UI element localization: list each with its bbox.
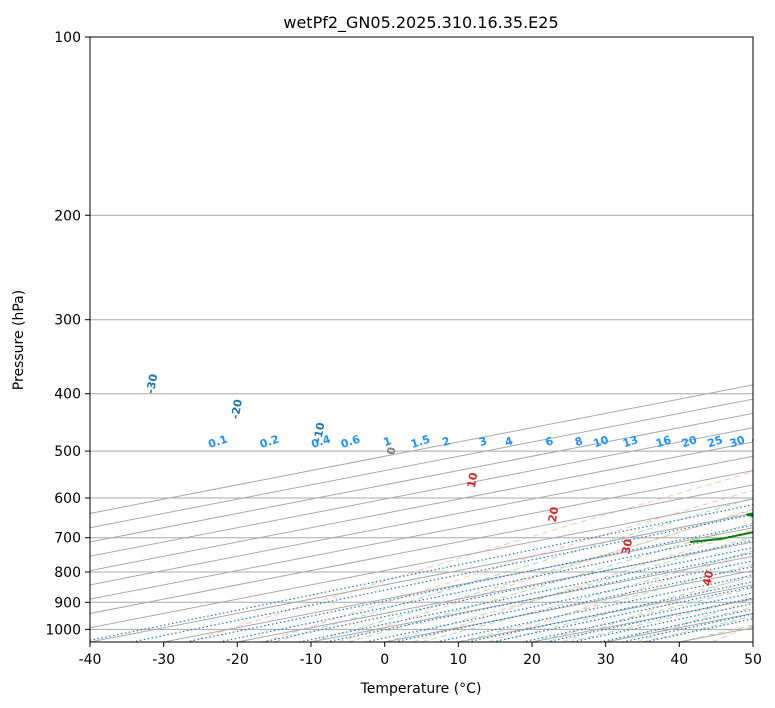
mixing-ratio-label: 8: [573, 434, 584, 449]
x-tick-label: 20: [523, 652, 541, 668]
y-tick-label: 800: [54, 565, 81, 581]
isotherm-line: [90, 412, 753, 543]
isotherm-line: [90, 498, 753, 629]
mixing-ratio-line: [599, 608, 753, 642]
isotherm-line: [90, 427, 753, 557]
x-tick-label: 10: [449, 652, 467, 668]
y-tick-label: 700: [54, 531, 81, 547]
x-tick-label: -40: [79, 652, 102, 668]
background-lines: [90, 37, 753, 642]
mixing-ratio-label: 3: [477, 434, 488, 449]
mixing-ratio-line: [572, 602, 753, 642]
isotherm-label: 0: [384, 446, 398, 456]
dry-adiabat-line: [188, 471, 753, 642]
isotherm-label: 30: [619, 538, 635, 556]
mixing-ratio-label: 0.4: [310, 432, 333, 450]
isotherm-label: -20: [229, 398, 246, 420]
moist-adiabat-line: [495, 575, 753, 642]
mixing-ratio-label: 10: [592, 433, 611, 450]
x-tick-label: 40: [670, 652, 688, 668]
mixing-ratio-line: [131, 513, 753, 642]
x-tick-label: 50: [744, 652, 762, 668]
chart-title: wetPf2_GN05.2025.310.16.35.E25: [283, 13, 558, 33]
isotherm-line: [90, 470, 753, 600]
mixing-ratio-label: 1: [382, 434, 393, 449]
mixing-ratio-label: 20: [680, 433, 699, 450]
dry-adiabat-line: [338, 508, 753, 642]
mixing-ratio-line: [218, 531, 753, 642]
mixing-ratio-line: [521, 592, 753, 642]
dry-adiabat-line: [412, 529, 753, 642]
isotherm-label: -10: [311, 421, 328, 443]
mixing-ratio-label: 13: [621, 433, 640, 450]
isotherm-line: [90, 484, 753, 614]
mixing-ratio-line: [262, 539, 753, 642]
mixing-ratio-label: 4: [503, 434, 515, 449]
x-tick-label: -30: [152, 652, 175, 668]
mixing-ratio-label: 6: [544, 434, 556, 449]
isotherm-label: 10: [465, 471, 481, 489]
x-tick-label: -10: [300, 652, 323, 668]
isotherm-line: [90, 455, 753, 586]
mixing-ratio-label: 0.1: [207, 433, 230, 451]
mixing-ratio-label: 36: [750, 433, 769, 450]
moist-adiabat-line: [347, 522, 753, 642]
isotherm-label: 40: [700, 569, 716, 587]
y-tick-label: 100: [54, 30, 81, 46]
isotherm-line: [163, 527, 753, 642]
x-axis-title: Temperature (°C): [360, 681, 482, 697]
mixing-ratio-label: 25: [706, 433, 725, 450]
y-tick-label: 200: [54, 208, 81, 224]
x-axis: -40 -30 -20 -10 0 10 20 30 40 50: [79, 642, 762, 668]
y-axis-title: Pressure (hPa): [11, 290, 27, 390]
y-tick-label: 300: [54, 313, 81, 329]
plot-frame: [89, 36, 754, 643]
x-tick-label: 0: [380, 652, 389, 668]
mixing-ratio-label: 0.2: [258, 433, 281, 451]
y-tick-label: 900: [54, 595, 81, 611]
isotherm-line: [90, 512, 753, 642]
mixing-ratio-line: [185, 524, 753, 642]
y-tick-label: 500: [54, 444, 81, 460]
dry-adiabat-line: [562, 573, 753, 642]
mixing-ratio-label: 30: [728, 433, 747, 450]
x-tick-label: -20: [226, 652, 249, 668]
mixing-ratio-label: 1.5: [409, 433, 432, 451]
mixing-ratio-label: 2: [441, 434, 452, 449]
mixing-ratio-line: [546, 597, 753, 642]
isotherm-label: -30: [144, 372, 161, 394]
y-tick-label: 600: [54, 491, 81, 507]
y-tick-label: 400: [54, 387, 81, 403]
y-tick-label: 1000: [45, 622, 81, 638]
x-tick-label: 30: [597, 652, 615, 668]
mixing-ratio-label: 0.6: [339, 432, 362, 450]
line-labels: -100-90-80-70-60-50-40-30-20-10010203040…: [144, 372, 769, 587]
moist-adiabat-line: [568, 597, 753, 642]
isotherm-line: [90, 441, 753, 572]
mixing-ratio-label: 16: [654, 433, 673, 450]
isotherm-label: 20: [546, 505, 562, 523]
mixing-ratio-line: [622, 613, 753, 642]
moist-adiabat-line: [421, 550, 753, 642]
y-axis: 100 200 300 400 500 600 700 800 900 1000: [45, 30, 90, 638]
